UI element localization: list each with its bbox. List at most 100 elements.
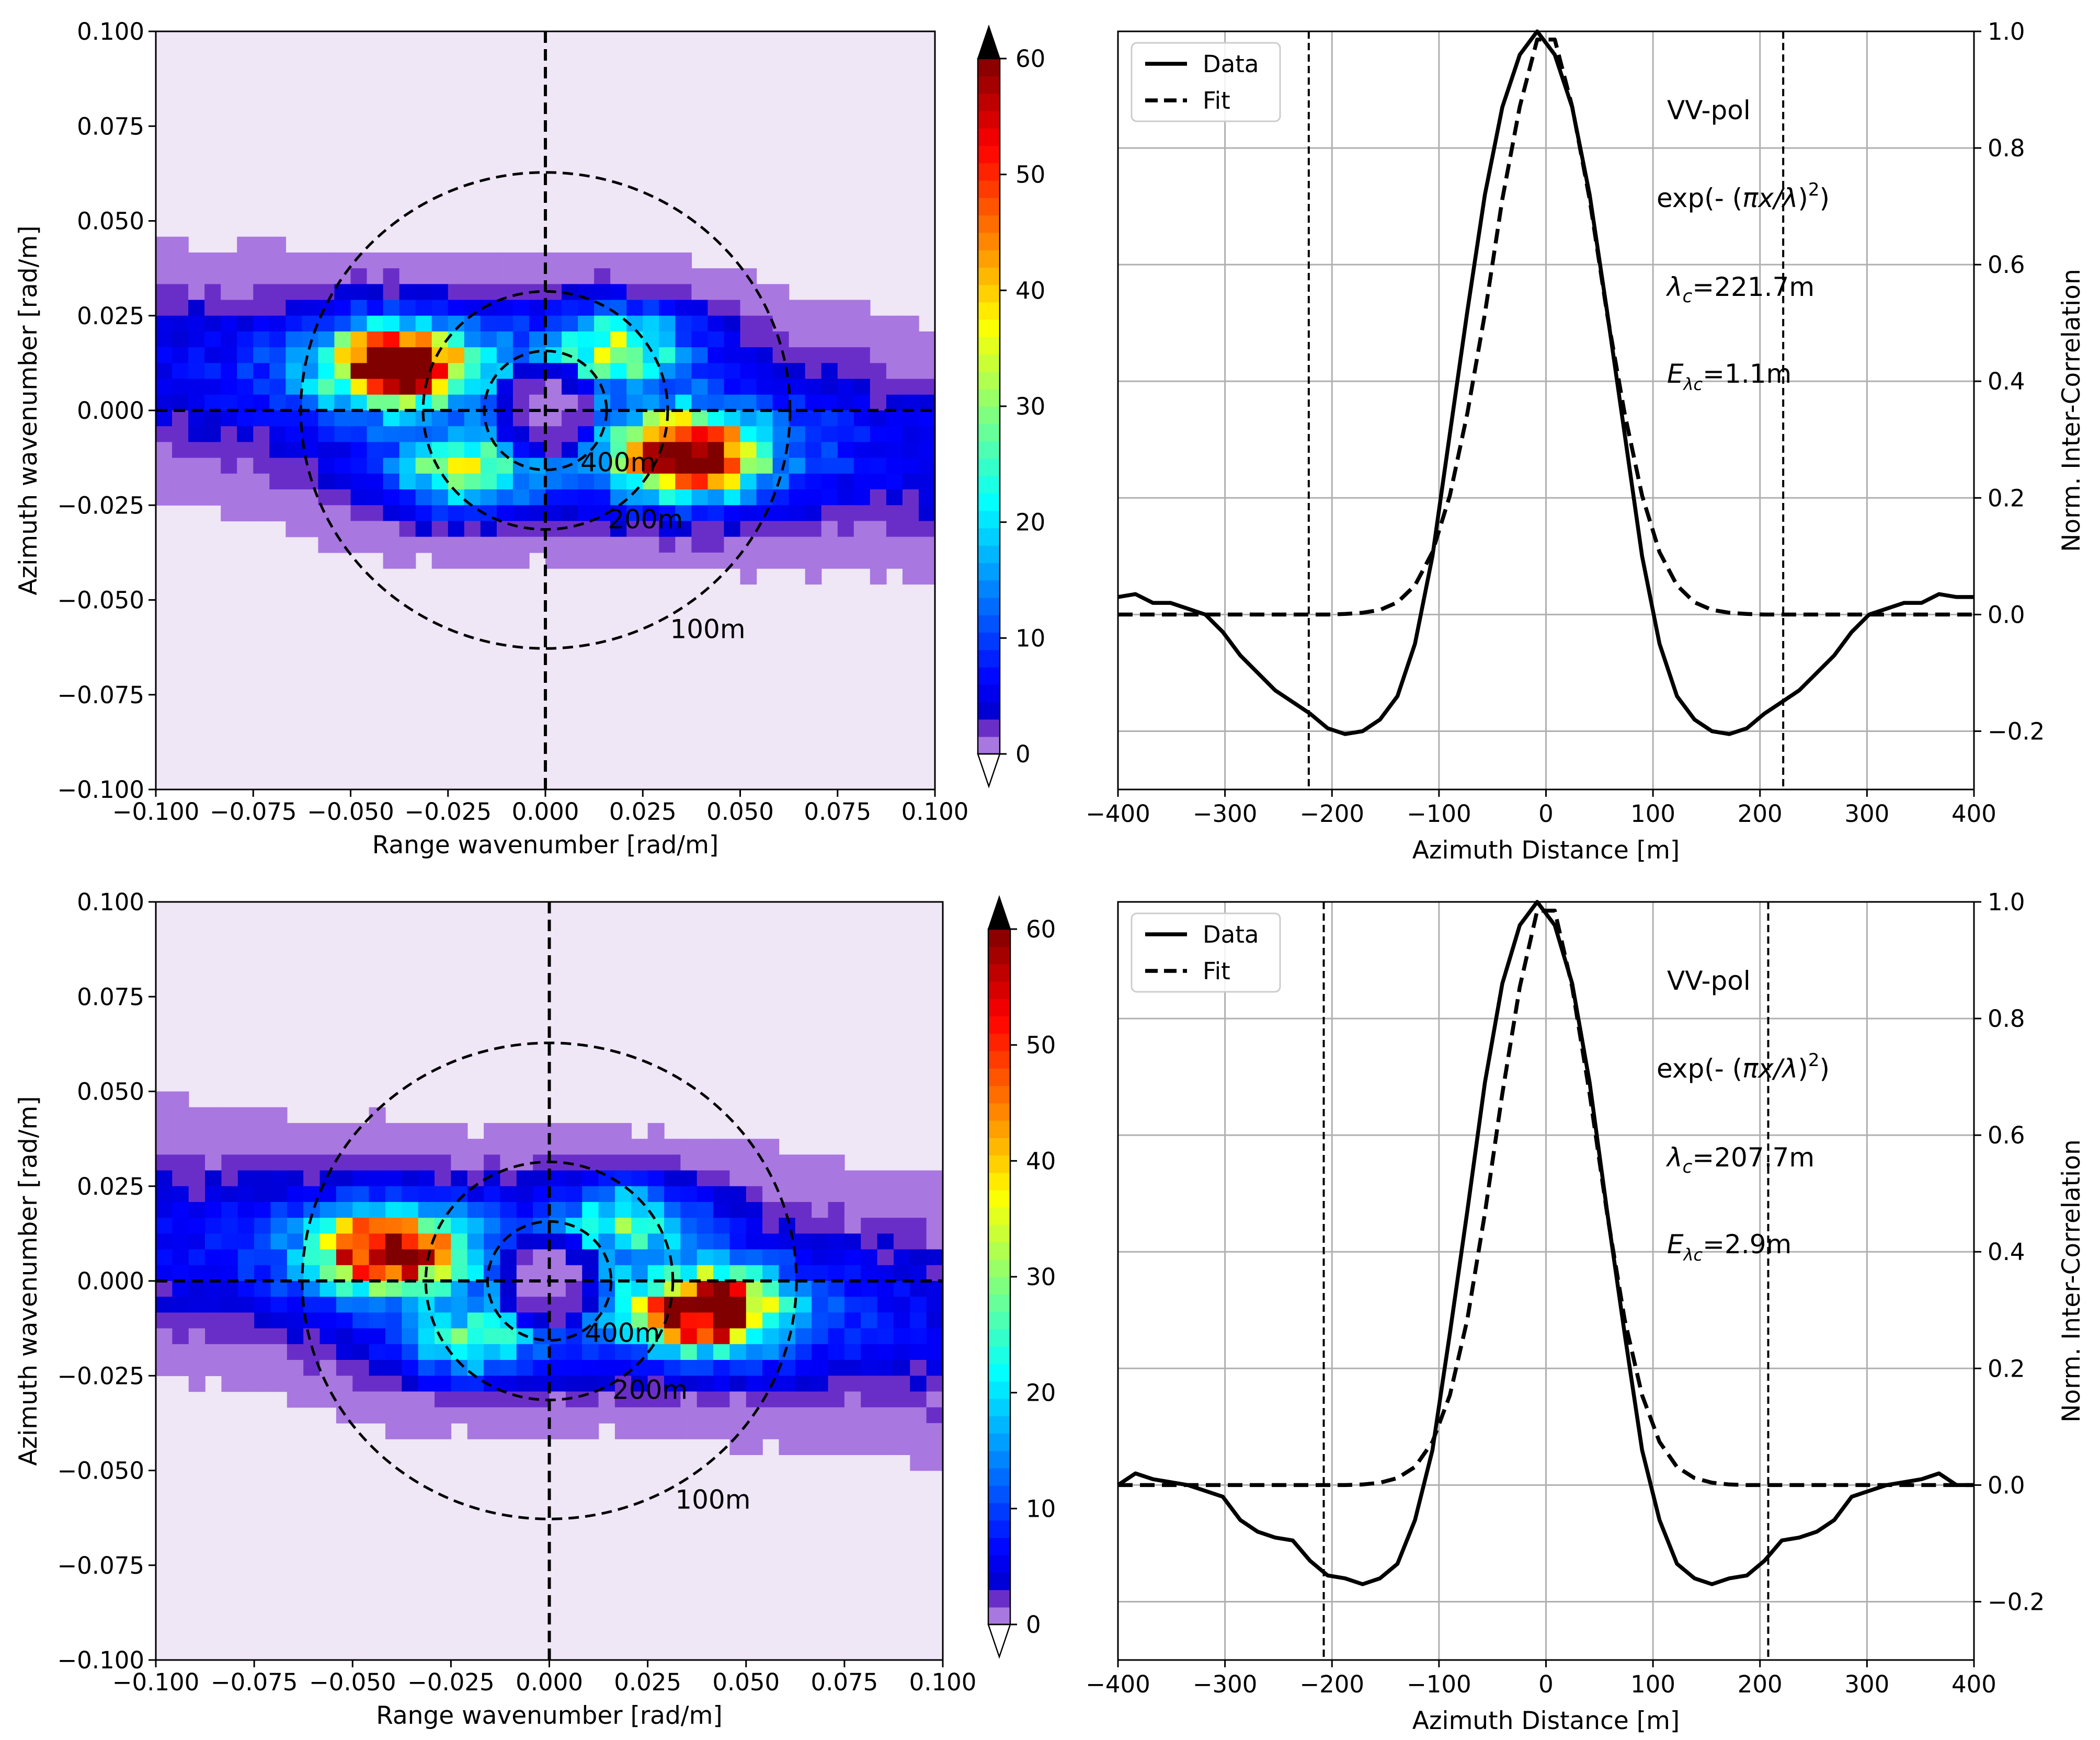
spectrum-cell [529, 505, 546, 522]
colorbar-step [978, 249, 1000, 268]
spectrum-cell [877, 1328, 894, 1345]
spectrum-cell [844, 1328, 861, 1345]
spectrum-cell [772, 410, 790, 427]
spectrum-cell [431, 536, 449, 553]
formula-power: 2 [1808, 179, 1820, 200]
spectrum-cell [594, 347, 611, 364]
spectrum-cell [464, 457, 481, 474]
spectrum-cell [647, 1139, 665, 1155]
spectrum-cell [795, 1201, 812, 1218]
spectrum-cell [500, 1249, 517, 1266]
spectrum-cell [302, 252, 319, 269]
spectrum-cell [529, 394, 546, 411]
spectrum-cell [496, 347, 513, 364]
spectrum-cell [269, 236, 287, 253]
x-axis-label: Azimuth Distance [m] [1412, 1707, 1680, 1735]
spectrum-cell [610, 252, 627, 269]
spectrum-cell [729, 1218, 747, 1234]
spectrum-cell [253, 252, 270, 269]
spectrum-cell [910, 1312, 927, 1329]
spectrum-cell [812, 1312, 829, 1329]
spectrum-cell [435, 1281, 452, 1297]
spectrum-cell [707, 347, 725, 364]
spectrum-cell [680, 1312, 698, 1329]
spectrum-cell [467, 1154, 484, 1171]
spectrum-cell [431, 394, 449, 411]
spectrum-cell [545, 489, 562, 506]
spectrum-cell [549, 1139, 566, 1155]
spectrum-cell [156, 284, 173, 301]
spectrum-cell [724, 347, 741, 364]
spectrum-cell [464, 410, 481, 427]
spectrum-cell [565, 1281, 583, 1297]
spectrum-cell [270, 1297, 288, 1313]
spectrum-cell [529, 379, 546, 395]
spectrum-cell [926, 1455, 943, 1471]
spectrum-cell [626, 268, 643, 285]
spectrum-cell [431, 252, 449, 269]
spectrum-cell [598, 1328, 615, 1345]
spectrum-cell [237, 1344, 255, 1360]
annotation-formula: exp(- (πx/λ)2) [1657, 1050, 1830, 1084]
spectrum-cell [740, 568, 757, 585]
spectrum-cell [269, 268, 287, 285]
spectrum-cell [664, 1170, 681, 1187]
spectrum-cell [594, 410, 611, 427]
spectrum-cell [545, 363, 562, 380]
x-tick-label: −400 [1086, 1670, 1150, 1698]
colorbar-step [978, 388, 1000, 407]
spectrum-cell [647, 1281, 665, 1297]
spectrum-cell [204, 268, 221, 285]
spectrum-cell [418, 1344, 435, 1360]
spectrum-cell [707, 536, 725, 553]
x-tick-label: −200 [1299, 1670, 1364, 1698]
spectrum-cell [402, 1328, 419, 1345]
spectrum-cell [383, 552, 400, 569]
spectrum-cell [480, 347, 497, 364]
spectrum-cell [480, 252, 497, 269]
spectrum-cell [500, 1328, 517, 1345]
spectrum-cell [610, 505, 627, 522]
y-tick-label: 0.6 [1988, 251, 2025, 279]
spectrum-cell [549, 1423, 566, 1439]
spectrum-cell [385, 1328, 403, 1345]
spectrum-cell [853, 347, 871, 364]
spectrum-cell [451, 1265, 468, 1281]
spectrum-cell [893, 1249, 910, 1266]
spectrum-cell [383, 426, 400, 443]
spectrum-cell [795, 1281, 812, 1297]
spectrum-cell [582, 1344, 599, 1360]
spectrum-cell [545, 315, 562, 332]
spectrum-cell [269, 410, 287, 427]
spectrum-cell [435, 1376, 452, 1392]
spectrum-cell [435, 1233, 452, 1250]
spectrum-cell [647, 1265, 665, 1281]
spectrum-cell [204, 347, 221, 364]
spectrum-cell [578, 315, 595, 332]
spectrum-cell [886, 489, 903, 506]
spectrum-cell [156, 1186, 173, 1203]
spectrum-cell [918, 489, 935, 506]
spectrum-cell [431, 268, 449, 285]
spectrum-cell [680, 1423, 698, 1439]
spectrum-cell [451, 1170, 468, 1187]
spectrum-cell [399, 284, 416, 301]
spectrum-cell [480, 552, 497, 569]
spectrum-cell [172, 347, 189, 364]
spectrum-cell [253, 473, 270, 490]
spectrum-cell [352, 1233, 370, 1250]
spectrum-cell [779, 1249, 796, 1266]
spectrum-cell [707, 410, 725, 427]
spectrum-cell [697, 1297, 714, 1313]
spectrum-cell [369, 1312, 386, 1329]
lambda-symbol: λ [1665, 1142, 1683, 1173]
spectrum-cell [812, 1281, 829, 1297]
spectrum-cell [565, 1360, 583, 1376]
spectrum-cell [789, 363, 806, 380]
spectrum-cell [512, 379, 530, 395]
spectrum-cell [287, 1328, 304, 1345]
spectrum-cell [367, 331, 384, 348]
spectrum-cell [467, 1233, 484, 1250]
spectrum-cell [484, 1297, 501, 1313]
